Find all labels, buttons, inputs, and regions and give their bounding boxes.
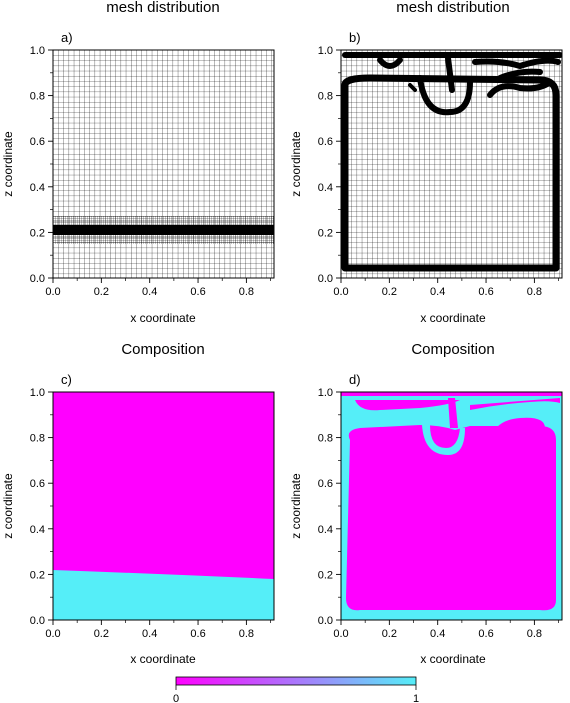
colorbar: 0 1 xyxy=(173,676,419,703)
y-ticks: 0.0 0.2 0.4 0.6 0.8 1.0 xyxy=(318,45,341,285)
x-tick-label: 0.4 xyxy=(142,286,157,298)
colorbar-gradient xyxy=(175,676,417,686)
panel-label: c) xyxy=(61,372,72,387)
y-tick-label: 0.4 xyxy=(318,182,333,194)
y-tick-label: 0.4 xyxy=(30,182,45,194)
y-tick-label: 1.0 xyxy=(30,387,45,399)
y-tick-label: 0.8 xyxy=(30,433,45,445)
x-axis-label: x coordinate xyxy=(130,311,196,325)
x-axis-label: x coordinate xyxy=(130,652,196,666)
x-axis-label: x coordinate xyxy=(420,311,486,325)
y-tick-label: 0.8 xyxy=(318,91,333,103)
x-tick-label: 0.4 xyxy=(430,628,445,640)
x-tick-label: 0.2 xyxy=(94,628,109,640)
y-tick-label: 0.6 xyxy=(30,136,45,148)
x-tick-label: 0.6 xyxy=(190,286,205,298)
y-tick-label: 0.0 xyxy=(30,273,45,285)
panel-c-title: Composition xyxy=(121,341,204,358)
y-tick-label: 0.0 xyxy=(318,273,333,285)
x-tick-label: 0.4 xyxy=(142,628,157,640)
y-tick-label: 0.6 xyxy=(30,478,45,490)
y-tick-label: 1.0 xyxy=(318,387,333,399)
x-tick-label: 0.0 xyxy=(45,286,60,298)
y-tick-label: 0.2 xyxy=(30,227,45,239)
x-ticks: 0.0 0.2 0.4 0.6 0.8 xyxy=(333,278,559,298)
panel-label: d) xyxy=(349,372,361,387)
panel-a-title: mesh distribution xyxy=(106,0,219,16)
panel-label: a) xyxy=(61,30,73,45)
y-ticks: 0.0 0.2 0.4 0.6 0.8 1.0 xyxy=(30,387,53,627)
plume xyxy=(385,403,400,409)
x-tick-label: 0.0 xyxy=(45,628,60,640)
plume xyxy=(448,398,458,428)
y-tick-label: 0.4 xyxy=(30,524,45,536)
y-tick-label: 1.0 xyxy=(30,45,45,57)
y-tick-label: 0.2 xyxy=(318,569,333,581)
y-tick-label: 0.0 xyxy=(30,615,45,627)
panel-c: Composition c) x coordinate z coordinate… xyxy=(1,341,275,666)
y-tick-label: 0.2 xyxy=(30,569,45,581)
colorbar-max-label: 1 xyxy=(413,693,419,703)
x-tick-label: 0.0 xyxy=(333,628,348,640)
y-axis-label: z coordinate xyxy=(1,473,15,539)
panel-d: Composition d) x coordinate z coordinate… xyxy=(289,341,563,666)
y-ticks: 0.0 0.2 0.4 0.6 0.8 1.0 xyxy=(30,45,53,285)
plume xyxy=(490,417,545,440)
panel-b: mesh distribution b) x coordinate z coor… xyxy=(289,0,563,325)
y-axis-label: z coordinate xyxy=(289,473,303,539)
x-tick-label: 0.6 xyxy=(478,286,493,298)
x-ticks: 0.0 0.2 0.4 0.6 0.8 xyxy=(45,278,271,298)
x-tick-label: 0.8 xyxy=(527,286,542,298)
x-ticks: 0.0 0.2 0.4 0.6 0.8 xyxy=(333,620,559,640)
panel-d-title: Composition xyxy=(411,341,494,358)
x-axis-label: x coordinate xyxy=(420,652,486,666)
panel-b-title: mesh distribution xyxy=(396,0,509,16)
top-layer xyxy=(341,392,562,396)
composition-layer xyxy=(53,570,274,620)
refinement-interface xyxy=(341,52,562,272)
x-tick-label: 0.8 xyxy=(239,628,254,640)
x-tick-label: 0.2 xyxy=(94,286,109,298)
y-tick-label: 1.0 xyxy=(318,45,333,57)
x-tick-label: 0.8 xyxy=(239,286,254,298)
panel-label: b) xyxy=(349,30,361,45)
plume xyxy=(470,398,560,410)
y-tick-label: 0.4 xyxy=(318,524,333,536)
y-tick-label: 0.0 xyxy=(318,615,333,627)
y-tick-label: 0.6 xyxy=(318,478,333,490)
x-tick-label: 0.6 xyxy=(190,628,205,640)
y-tick-label: 0.8 xyxy=(318,433,333,445)
y-tick-label: 0.2 xyxy=(318,227,333,239)
x-ticks: 0.0 0.2 0.4 0.6 0.8 xyxy=(45,620,271,640)
x-tick-label: 0.2 xyxy=(382,286,397,298)
y-tick-label: 0.6 xyxy=(318,136,333,148)
panel-a: mesh distribution a) x coordinate z coor… xyxy=(1,0,275,325)
x-tick-label: 0.0 xyxy=(333,286,348,298)
x-tick-label: 0.8 xyxy=(527,628,542,640)
y-ticks: 0.0 0.2 0.4 0.6 0.8 1.0 xyxy=(318,387,341,627)
x-tick-label: 0.2 xyxy=(382,628,397,640)
x-tick-label: 0.4 xyxy=(430,286,445,298)
y-axis-label: z coordinate xyxy=(289,131,303,197)
composition-body xyxy=(346,425,556,611)
plume-arc xyxy=(422,425,465,455)
y-axis-label: z coordinate xyxy=(1,131,15,197)
plume xyxy=(355,400,460,411)
refinement-band xyxy=(53,216,274,244)
colorbar-min-label: 0 xyxy=(173,693,179,703)
y-tick-label: 0.8 xyxy=(30,91,45,103)
x-tick-label: 0.6 xyxy=(478,628,493,640)
